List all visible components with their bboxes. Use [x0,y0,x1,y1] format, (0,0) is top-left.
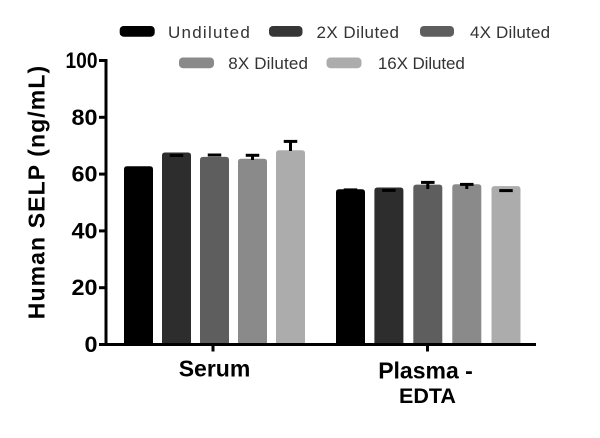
svg-text:80: 80 [72,105,98,130]
svg-text:100: 100 [66,48,98,73]
svg-text:8X Diluted: 8X Diluted [228,54,308,73]
svg-text:Serum: Serum [179,356,251,382]
svg-text:Plasma -: Plasma - [378,358,473,384]
svg-text:60: 60 [72,162,98,187]
svg-text:2X Diluted: 2X Diluted [317,23,400,42]
svg-text:0: 0 [85,332,98,357]
svg-text:4X Diluted: 4X Diluted [470,23,550,42]
svg-text:16X Diluted: 16X Diluted [378,54,465,73]
svg-text:20: 20 [72,275,98,300]
svg-text:40: 40 [72,218,98,243]
svg-text:Human SELP (ng/mL): Human SELP (ng/mL) [24,65,50,320]
svg-text:EDTA: EDTA [399,384,456,408]
svg-text:Undiluted: Undiluted [168,23,251,42]
